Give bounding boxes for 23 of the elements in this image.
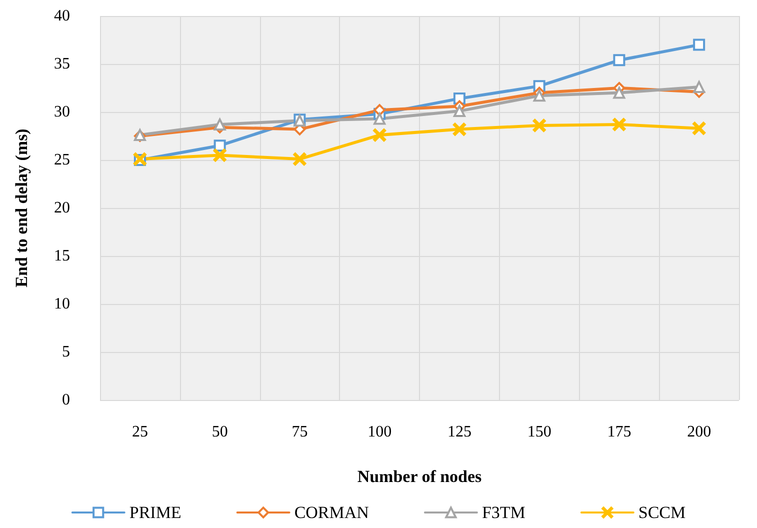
x-axis-title: Number of nodes: [357, 467, 482, 486]
y-tick-label: 10: [54, 296, 70, 312]
y-tick-label: 20: [54, 200, 70, 216]
legend-label: F3TM: [482, 503, 526, 522]
y-axis-title: End to end delay (ms): [12, 128, 31, 288]
x-tick-label: 50: [212, 424, 228, 440]
y-tick-label: 35: [54, 56, 70, 72]
y-tick-label: 0: [62, 392, 70, 408]
x-tick-label: 100: [368, 424, 392, 440]
x-tick-label: 25: [132, 424, 148, 440]
x-tick-label: 200: [687, 424, 712, 440]
x-tick-label: 150: [527, 424, 552, 440]
x-tick-label: 125: [447, 424, 472, 440]
x-tick-label: 75: [292, 424, 308, 440]
y-tick-label: 15: [54, 248, 70, 264]
y-tick-label: 30: [54, 104, 70, 120]
x-tick-label: 175: [607, 424, 632, 440]
y-tick-label: 25: [54, 152, 70, 168]
y-tick-label: 40: [54, 8, 70, 24]
legend-label: PRIME: [129, 503, 182, 522]
legend-label: CORMAN: [294, 503, 369, 522]
y-tick-label: 5: [62, 344, 70, 360]
legend-label: SCCM: [638, 503, 686, 522]
